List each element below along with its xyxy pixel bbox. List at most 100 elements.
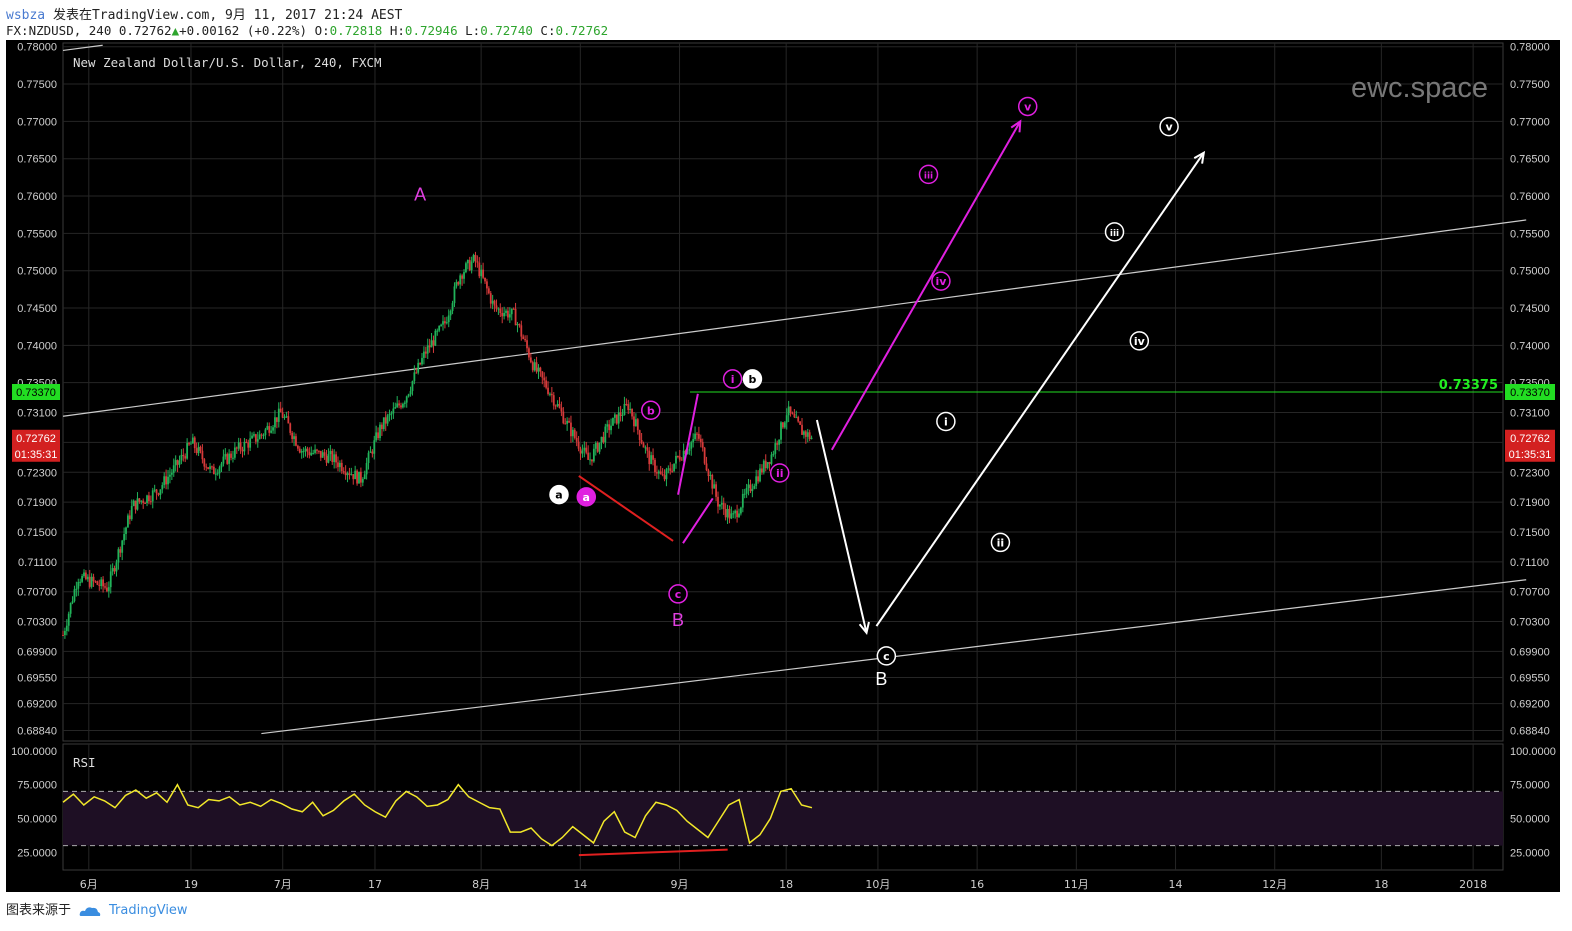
candle-body bbox=[457, 282, 460, 285]
price-badge-left bbox=[12, 429, 60, 462]
candle-body bbox=[566, 420, 569, 424]
candle-body bbox=[793, 413, 796, 418]
wave-label-a: A bbox=[414, 185, 426, 205]
candle-body bbox=[283, 416, 286, 418]
wave-circle bbox=[876, 646, 897, 666]
candle-body bbox=[791, 413, 794, 415]
candle-body bbox=[591, 459, 593, 462]
candle-body bbox=[690, 442, 693, 449]
candle-body bbox=[554, 405, 557, 407]
wave-circle bbox=[722, 369, 743, 389]
candle-body bbox=[169, 474, 171, 477]
candle-body bbox=[610, 425, 612, 431]
y-tick-label-left: 0.70700 bbox=[17, 587, 57, 599]
candle-body bbox=[740, 507, 742, 514]
candle-body bbox=[757, 476, 759, 482]
candle-body bbox=[682, 450, 685, 460]
candle-body bbox=[98, 584, 101, 586]
candle-body bbox=[224, 454, 227, 457]
candle-body bbox=[127, 515, 129, 528]
y-tick-label-left: 0.74000 bbox=[17, 340, 57, 352]
candle-body bbox=[810, 437, 813, 439]
candle-body bbox=[701, 442, 704, 448]
low-value: 0.72740 bbox=[480, 23, 533, 38]
candle-body bbox=[657, 471, 660, 474]
candle-body bbox=[808, 432, 811, 439]
y-tick-label-left: 0.69550 bbox=[17, 673, 57, 685]
candle-body bbox=[157, 493, 160, 495]
candle-body bbox=[327, 454, 330, 463]
candle-body bbox=[67, 613, 70, 626]
candle-body bbox=[107, 587, 110, 592]
candle-body bbox=[228, 453, 231, 464]
candle-body bbox=[245, 441, 248, 443]
candle-body bbox=[415, 372, 418, 374]
close-label: C: bbox=[540, 23, 556, 38]
low-label: L: bbox=[465, 23, 481, 38]
candle-body bbox=[342, 471, 345, 473]
candle-body bbox=[428, 345, 431, 348]
candle-body bbox=[331, 450, 334, 463]
candle-body bbox=[516, 324, 519, 326]
projection-up-line bbox=[875, 152, 1205, 627]
candle-body bbox=[253, 434, 255, 436]
rsi-tick-left: 50.0000 bbox=[17, 814, 57, 826]
wave-circle bbox=[1129, 331, 1150, 351]
candle-body bbox=[619, 412, 622, 416]
candle-body bbox=[212, 466, 215, 475]
candle-body bbox=[348, 473, 351, 475]
candle-body bbox=[472, 254, 475, 262]
candle-body bbox=[218, 467, 221, 474]
candle-body bbox=[119, 549, 122, 553]
candle-body bbox=[220, 463, 223, 468]
candle-body bbox=[487, 288, 490, 294]
candle-body bbox=[109, 571, 112, 588]
candle-body bbox=[675, 456, 677, 464]
watermark: ewc.space bbox=[1351, 72, 1488, 104]
rsi-divergence-line bbox=[578, 848, 728, 857]
chart-title: New Zealand Dollar/U.S. Dollar, 240, FXC… bbox=[73, 55, 382, 70]
candle-body bbox=[745, 487, 748, 494]
tradingview-brand-link[interactable]: TradingView bbox=[109, 903, 188, 918]
x-tick-label: 2018 bbox=[1459, 878, 1487, 891]
candle-body bbox=[673, 463, 675, 472]
candle-body bbox=[302, 451, 305, 453]
candle-body bbox=[365, 462, 368, 475]
rsi-series-line bbox=[62, 783, 813, 847]
candle-body bbox=[296, 445, 299, 449]
price-badge-left-text: 0.72762 bbox=[16, 433, 56, 445]
author-link[interactable]: wsbza bbox=[6, 8, 46, 23]
y-tick-label-left: 0.71900 bbox=[17, 497, 57, 509]
candle-body bbox=[642, 443, 645, 448]
y-tick-label-right: 0.76000 bbox=[1510, 191, 1550, 203]
candle-body bbox=[663, 475, 666, 480]
price-change: +0.00162 (+0.22%) bbox=[179, 23, 308, 38]
candle-body bbox=[606, 424, 609, 427]
candle-body bbox=[531, 362, 534, 371]
candle-body bbox=[575, 437, 578, 442]
close-value: 0.72762 bbox=[555, 23, 609, 38]
x-tick-label: 8月 bbox=[472, 878, 490, 891]
candle-body bbox=[524, 338, 527, 341]
candle-body bbox=[153, 489, 156, 491]
candle-body bbox=[579, 448, 582, 454]
rsi-tick-right: 25.0000 bbox=[1510, 847, 1550, 859]
candle-body bbox=[73, 589, 76, 602]
candle-body bbox=[375, 432, 378, 441]
y-tick-label-right: 0.68840 bbox=[1510, 726, 1550, 738]
candle-body bbox=[190, 443, 192, 445]
candle-body bbox=[272, 427, 274, 431]
candle-body bbox=[260, 434, 263, 436]
countdown-badge-left-text: 01:35:31 bbox=[15, 449, 58, 461]
projection-down-arrowhead bbox=[858, 621, 870, 635]
candle-body bbox=[128, 515, 131, 520]
candle-body bbox=[438, 325, 441, 331]
candle-body bbox=[470, 261, 473, 271]
resistance-label: 0.73375 bbox=[1439, 378, 1498, 393]
candle-body bbox=[491, 300, 494, 304]
candle-body bbox=[766, 462, 769, 469]
candle-body bbox=[239, 442, 242, 450]
wave-circle-label: c bbox=[883, 650, 890, 663]
candle-body bbox=[755, 476, 758, 486]
